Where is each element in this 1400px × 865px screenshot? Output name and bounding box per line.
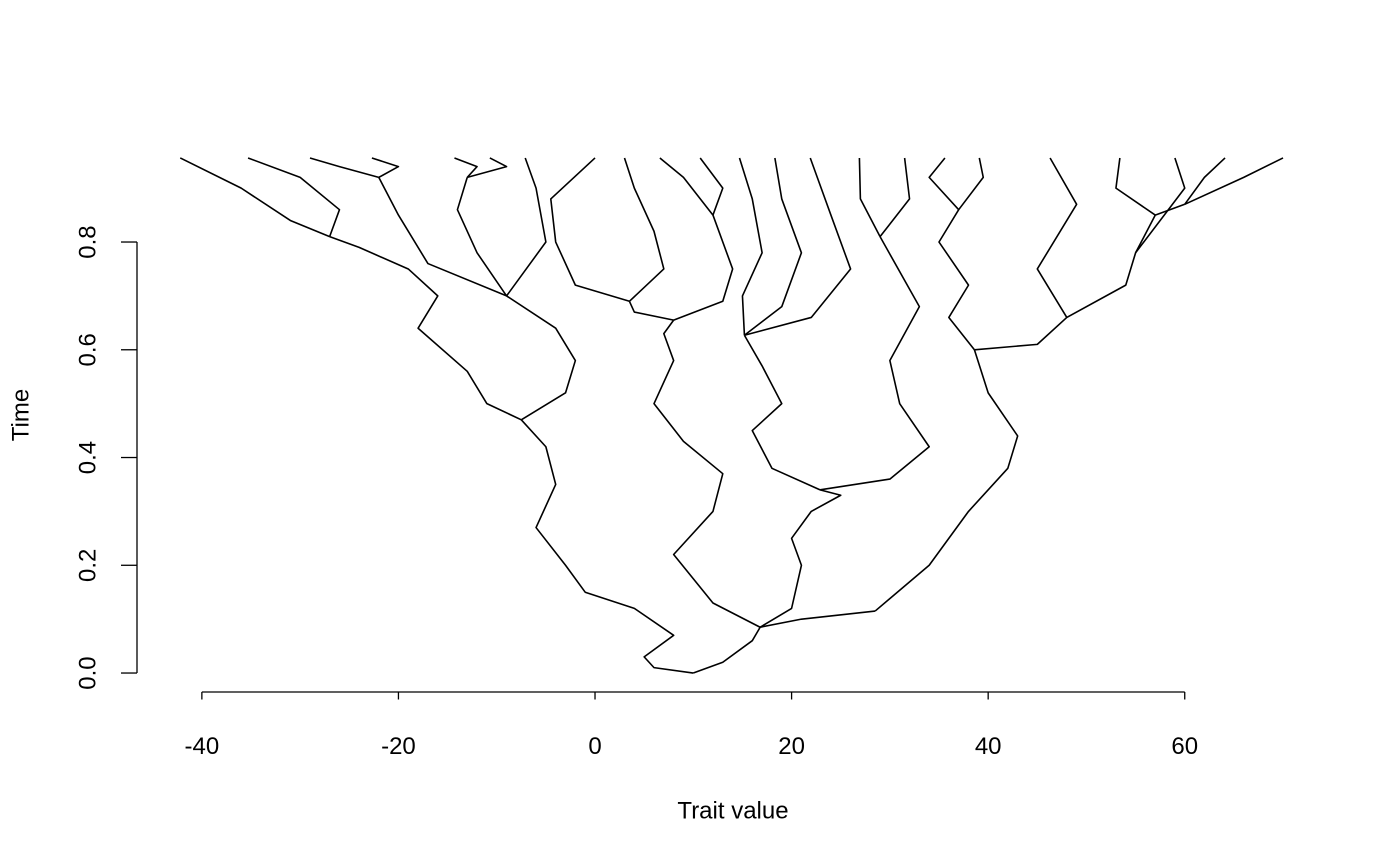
x-tick-label: 20 — [778, 733, 805, 760]
branch-line — [743, 334, 821, 491]
branch-line — [309, 157, 380, 179]
branch-line — [623, 157, 665, 302]
branch-line — [653, 319, 761, 628]
branch-line — [744, 157, 852, 336]
y-tick-label: 0.8 — [74, 225, 101, 258]
branch-line — [505, 157, 547, 297]
branch-line — [659, 157, 734, 321]
branch-line — [858, 157, 881, 237]
branch-line — [456, 177, 508, 297]
x-tick-label: 0 — [588, 733, 601, 760]
y-tick-label: 0.4 — [74, 441, 101, 474]
branch-line — [693, 626, 761, 674]
branch-line — [454, 157, 478, 178]
branch-line — [874, 349, 1019, 612]
branch-line — [520, 419, 694, 674]
branch-line — [759, 610, 876, 629]
branch-line — [1115, 157, 1156, 216]
branch-line — [1036, 157, 1078, 318]
branch-line — [628, 300, 674, 321]
branch-line — [378, 177, 507, 297]
y-tick-label: 0.2 — [74, 549, 101, 582]
x-tick-label: 60 — [1171, 733, 1198, 760]
branch-line — [879, 157, 911, 238]
branch-line — [928, 157, 976, 351]
branch-line — [506, 295, 577, 421]
y-axis-label: Time — [7, 389, 34, 441]
branch-line — [738, 157, 763, 336]
branch-line — [759, 489, 842, 628]
y-tick-label: 0.6 — [74, 333, 101, 366]
branch-line — [549, 157, 630, 303]
branch-line — [958, 157, 985, 211]
branch-line — [1184, 157, 1226, 205]
branch-line — [819, 236, 930, 491]
branch-line — [1184, 157, 1284, 206]
x-tick-label: -40 — [185, 733, 220, 760]
branch-line — [699, 157, 724, 216]
branch-line — [743, 157, 803, 336]
branch-line — [371, 157, 400, 179]
x-axis-label: Trait value — [677, 797, 788, 824]
branch-line — [467, 157, 508, 179]
branch-line — [974, 203, 1186, 351]
branch-line — [247, 157, 341, 237]
x-tick-label: -20 — [381, 733, 416, 760]
branch-line — [1134, 157, 1186, 254]
branch-line — [179, 157, 330, 238]
branch-line — [329, 235, 522, 421]
x-tick-label: 40 — [975, 733, 1002, 760]
y-tick-label: 0.0 — [74, 656, 101, 689]
